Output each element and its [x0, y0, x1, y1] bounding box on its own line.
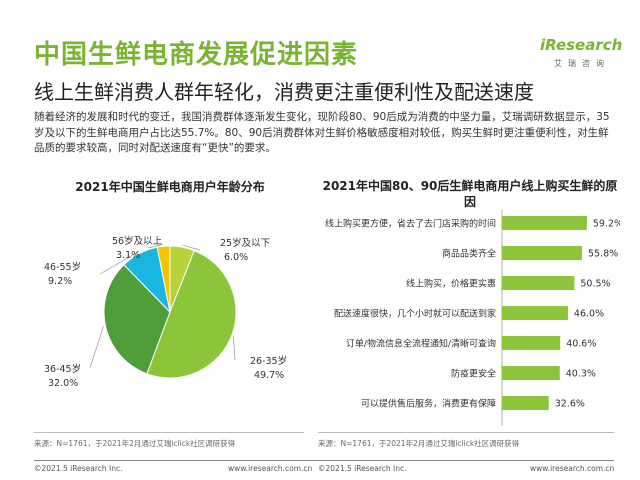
bar	[502, 276, 575, 290]
bar-value-label: 50.5%	[580, 279, 610, 290]
pie-slice-value: 49.7%	[254, 370, 284, 381]
footer-divider	[34, 460, 614, 461]
pie-slice-label: 25岁及以下	[220, 237, 270, 249]
pie-slice-label: 46-55岁	[44, 261, 81, 273]
pie-slice-label: 56岁及以上	[112, 235, 163, 247]
bar	[502, 396, 549, 410]
bar-value-label: 32.6%	[555, 399, 585, 410]
pie-slice-value: 3.1%	[116, 250, 140, 261]
purchase-reasons-bar-chart: 线上购买更方便，省去了去门店采购的时间 59.2% 商品品类齐全 55.8% 线上购买，…	[325, 210, 620, 426]
pie-leader-line	[182, 244, 201, 251]
pie-slice	[146, 249, 237, 379]
bar	[502, 306, 568, 320]
bar-value-label: 59.2%	[593, 219, 620, 230]
pie-slice-label: 36-45岁	[44, 363, 81, 375]
pie-slice-value: 32.0%	[48, 378, 78, 389]
source-note-left: 来源：N=1761，于2021年2月通过艾瑞iclick社区调研获得	[34, 439, 236, 448]
intro-paragraph: 随着经济的发展和时代的变迁，我国消费群体逐渐发生变化，现阶段80、90后成为消费…	[34, 111, 610, 154]
iresearch-logo: iResearch 艾瑞咨询	[540, 36, 623, 76]
source-divider-right	[318, 432, 614, 433]
bar-category-label: 订单/物流信息全流程通知/清晰可查询	[346, 338, 496, 350]
footer-copyright-left: ©2021.5 iResearch Inc.	[34, 464, 123, 473]
pie-leader-line	[89, 325, 104, 369]
bar	[502, 336, 561, 350]
pie-chart-title: 2021年中国生鲜电商用户年龄分布	[75, 180, 265, 194]
pie-slice-label: 26-35岁	[250, 355, 287, 367]
footer-site-right: www.iresearch.com.cn	[530, 464, 615, 473]
bar-chart-title: 2021年中国80、90后生鲜电商用户线上购买生鲜的原因	[322, 179, 618, 209]
bar-value-label: 46.0%	[574, 309, 604, 320]
age-distribution-pie-chart: 25岁及以下 6.0% 26-35岁 49.7% 36-45岁 32.0% 46-55岁 9.…	[44, 235, 287, 389]
pie-slice-value: 9.2%	[48, 276, 72, 287]
pie-leader-line	[233, 336, 236, 361]
bar-category-label: 商品品类齐全	[442, 248, 496, 260]
logo-subtext: 艾瑞咨询	[554, 59, 610, 68]
logo-wordmark: iResearch	[540, 36, 623, 54]
bar-category-label: 线上购买，价格更实惠	[406, 278, 496, 290]
pie-slice	[103, 264, 171, 375]
page-subtitle: 线上生鲜消费人群年轻化，消费更注重便利性及配送速度	[34, 80, 534, 104]
page-title: 中国生鲜电商发展促进因素	[34, 40, 359, 70]
bar-category-label: 可以提供售后服务，消费更有保障	[361, 398, 496, 410]
bar	[502, 366, 560, 380]
bar-category-label: 防疫更安全	[451, 368, 496, 380]
pie-leader-line	[147, 243, 164, 249]
bar	[502, 246, 582, 260]
bar-category-label: 线上购买更方便，省去了去门店采购的时间	[325, 218, 496, 230]
bar-value-label: 55.8%	[588, 249, 618, 260]
bar-category-label: 配送速度很快，几个小时就可以配送到家	[334, 308, 496, 320]
bar	[502, 216, 587, 230]
pie-leader-line	[99, 251, 139, 275]
bar-value-label: 40.6%	[566, 339, 596, 350]
footer-copyright-right: ©2021.5 iResearch Inc.	[318, 464, 407, 473]
pie-slice-value: 6.0%	[224, 252, 248, 263]
bar-value-label: 40.3%	[566, 369, 596, 380]
pie-slice	[156, 245, 171, 313]
source-divider-left	[34, 432, 304, 433]
footer-site-left: www.iresearch.com.cn	[228, 464, 313, 473]
source-note-right: 来源：N=1761，于2021年2月通过艾瑞iclick社区调研获得	[318, 439, 520, 448]
